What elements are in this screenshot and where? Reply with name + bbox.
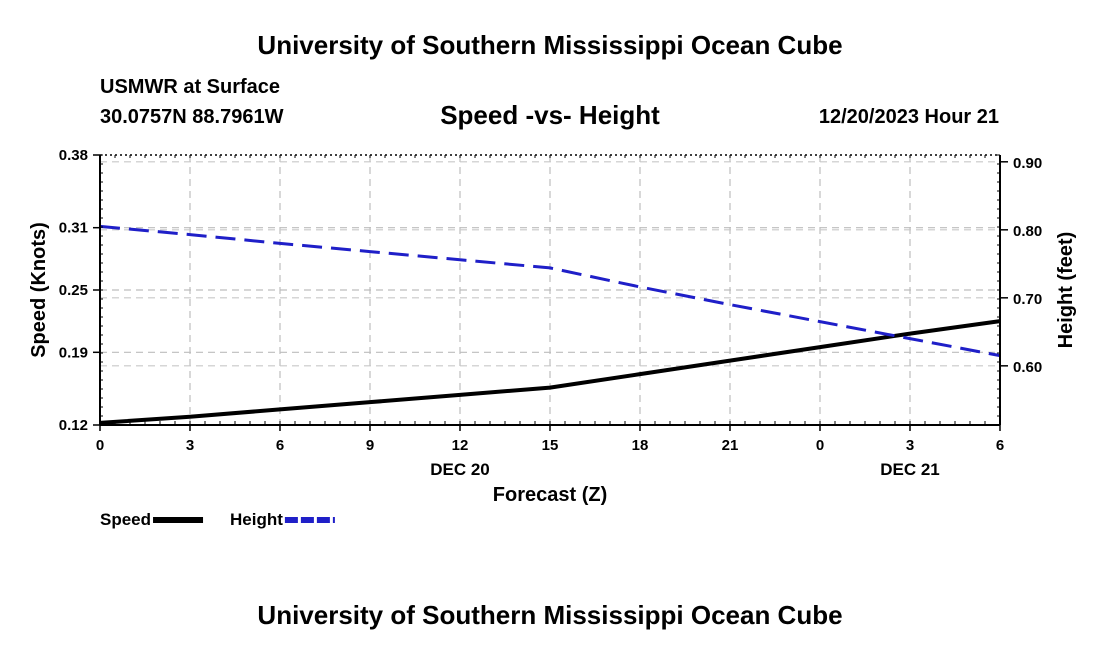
chart-title: Speed -vs- Height <box>440 100 660 130</box>
x-tick-label: 6 <box>996 437 1004 454</box>
y-right-tick-label: 0.90 <box>1013 155 1042 172</box>
footer-title: University of Southern Mississippi Ocean… <box>257 600 843 630</box>
station-label: USMWR at Surface <box>100 76 281 98</box>
x-tick-label: 9 <box>366 437 374 454</box>
coordinates-label: 30.0757N 88.7961W <box>100 106 284 128</box>
date-label: DEC 20 <box>430 460 490 479</box>
x-tick-label: 0 <box>816 437 824 454</box>
series-layer <box>99 224 1001 425</box>
x-axis-title: Forecast (Z) <box>493 484 607 506</box>
series-line-speed <box>99 319 1001 425</box>
axis-labels: 0 3 6 9 12 15 18 21 0 3 6 DEC 20 DEC 21 Forecast (Z) 0… <box>28 147 1077 506</box>
y-left-tick-label: 0.38 <box>59 147 88 164</box>
legend-label-speed: Speed <box>100 510 151 529</box>
y-left-tick-label: 0.25 <box>59 282 88 299</box>
x-tick-label: 3 <box>186 437 194 454</box>
x-tick-label: 0 <box>96 437 104 454</box>
y-left-axis-title: Speed (Knots) <box>28 222 50 358</box>
legend-label-height: Height <box>230 510 283 529</box>
datetime-label: 12/20/2023 Hour 21 <box>818 106 999 128</box>
axes <box>93 154 1008 431</box>
series-line-height <box>99 224 1001 358</box>
y-left-tick-label: 0.19 <box>59 344 88 361</box>
x-tick-label: 12 <box>452 437 469 454</box>
page-title: University of Southern Mississippi Ocean… <box>257 30 843 60</box>
y-left-tick-label: 0.12 <box>59 417 88 434</box>
y-right-tick-label: 0.70 <box>1013 291 1042 308</box>
y-right-axis-title: Height (feet) <box>1055 232 1077 349</box>
x-tick-label: 15 <box>542 437 559 454</box>
date-label: DEC 21 <box>880 460 940 479</box>
x-tick-label: 3 <box>906 437 914 454</box>
y-right-tick-label: 0.60 <box>1013 359 1042 376</box>
x-tick-label: 18 <box>632 437 649 454</box>
x-tick-label: 21 <box>722 437 739 454</box>
grid <box>100 155 1000 425</box>
legend: Speed Height <box>100 510 335 529</box>
x-tick-label: 6 <box>276 437 284 454</box>
y-left-tick-label: 0.31 <box>59 220 88 237</box>
y-right-tick-label: 0.80 <box>1013 223 1042 240</box>
